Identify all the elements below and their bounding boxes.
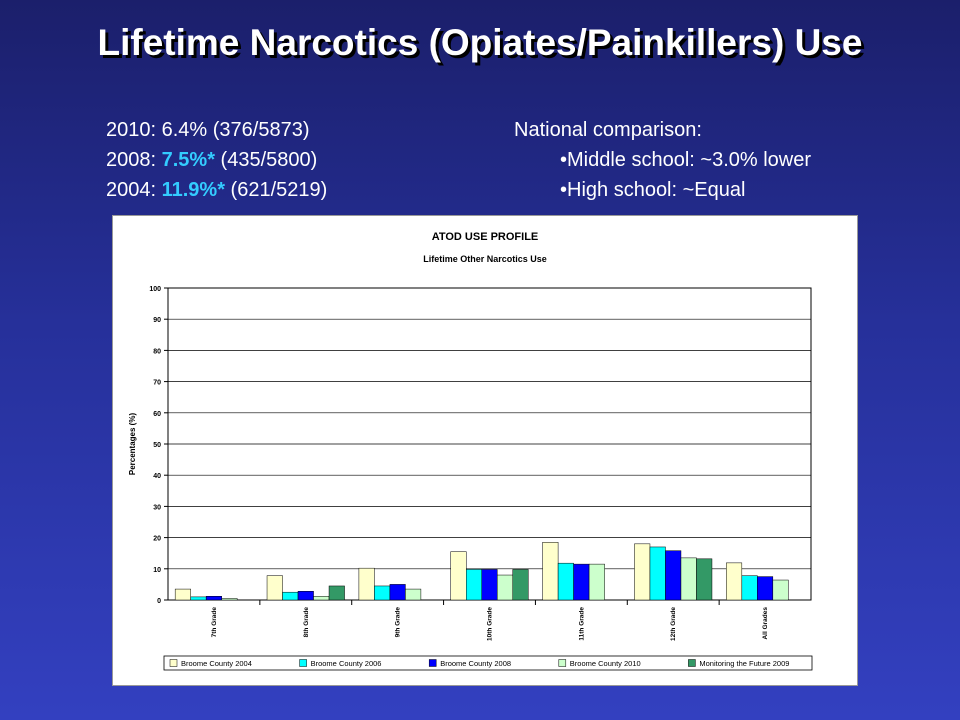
bar <box>221 598 238 601</box>
legend-label: Broome County 2008 <box>440 659 511 668</box>
bar <box>266 575 283 601</box>
bar <box>649 546 666 601</box>
bar <box>634 543 651 601</box>
bar <box>481 569 498 601</box>
bar <box>542 542 559 601</box>
y-tick-label: 90 <box>153 317 161 324</box>
bar <box>512 569 529 601</box>
stat-detail: (435/5800) <box>214 149 318 171</box>
bar <box>205 596 222 601</box>
y-tick-label: 0 <box>157 598 161 605</box>
x-tick-label: 10th Grade <box>487 607 494 641</box>
bar <box>405 588 422 601</box>
y-tick-label: 10 <box>153 567 161 574</box>
y-tick-label: 100 <box>149 286 161 293</box>
bar <box>772 579 789 601</box>
x-tick-label: 11th Grade <box>578 607 585 641</box>
y-tick-label: 60 <box>153 411 161 418</box>
legend-label: Broome County 2004 <box>181 659 252 668</box>
y-tick-label: 20 <box>153 536 161 543</box>
bar <box>726 562 743 601</box>
bar <box>588 563 605 601</box>
legend-swatch <box>169 659 178 667</box>
stat-value: 11.9%* <box>161 179 225 201</box>
legend-swatch <box>558 659 567 667</box>
stat-2004: 2004: 11.9%* (621/5219) <box>106 179 327 202</box>
y-tick-label: 30 <box>153 504 161 511</box>
legend-label: Broome County 2010 <box>570 659 641 668</box>
slide-title: Lifetime Narcotics (Opiates/Painkillers)… <box>97 22 863 63</box>
chart-title: ATOD USE PROFILE <box>432 231 539 243</box>
y-tick-label: 50 <box>153 442 161 449</box>
bar <box>466 569 482 601</box>
y-tick-label: 70 <box>153 380 161 387</box>
legend-label: Monitoring the Future 2009 <box>699 659 789 668</box>
national-comparison-title: National comparison: <box>514 119 702 141</box>
stat-2010: 2010: 6.4% (376/5873) <box>106 119 310 142</box>
chart-panel: ATOD USE PROFILE Lifetime Other Narcotics… <box>112 215 858 686</box>
stat-value: 6.4% <box>161 119 208 141</box>
chart-subtitle: Lifetime Other Narcotics Use <box>423 254 547 264</box>
bar <box>374 585 391 601</box>
stat-year: 2010: <box>106 119 162 141</box>
bar <box>328 585 345 601</box>
bar <box>757 576 774 601</box>
stat-detail: (376/5873) <box>207 119 310 141</box>
x-tick-label: 12th Grade <box>670 607 677 641</box>
bar <box>190 596 207 601</box>
x-tick-label: 9th Grade <box>395 607 402 638</box>
y-axis-label: Percentages (%) <box>128 413 137 476</box>
bar <box>680 557 697 601</box>
bar-chart: ATOD USE PROFILE Lifetime Other Narcotics… <box>128 231 813 671</box>
legend <box>163 655 813 671</box>
bar <box>557 562 574 601</box>
national-high-school: •High school: ~Equal <box>560 179 746 201</box>
y-tick-label: 80 <box>153 348 161 355</box>
legend-label: Broome County 2006 <box>311 659 382 668</box>
x-tick-label: All Grades <box>762 607 769 640</box>
bar <box>573 563 590 601</box>
stat-2008: 2008: 7.5%* (435/5800) <box>106 149 317 172</box>
legend-swatch <box>299 659 307 667</box>
stat-year: 2004: <box>106 179 162 201</box>
bar <box>282 591 299 601</box>
legend-swatch <box>688 659 696 667</box>
bar <box>696 558 713 601</box>
stat-year: 2008: <box>106 149 162 171</box>
y-tick-label: 40 <box>153 473 161 480</box>
stat-detail: (621/5219) <box>225 179 328 201</box>
bar <box>313 596 330 601</box>
x-tick-label: 7th Grade <box>211 607 218 638</box>
bar <box>358 567 375 601</box>
bar <box>174 588 191 601</box>
bar <box>665 550 682 601</box>
stat-value: 7.5%* <box>161 149 215 171</box>
bar <box>297 591 314 601</box>
bar <box>741 575 758 601</box>
bar <box>389 584 406 601</box>
bar <box>497 574 513 601</box>
x-tick-label: 8th Grade <box>303 607 310 638</box>
national-middle-school: •Middle school: ~3.0% lower <box>560 149 812 171</box>
bar <box>450 551 467 601</box>
legend-swatch <box>428 659 437 667</box>
